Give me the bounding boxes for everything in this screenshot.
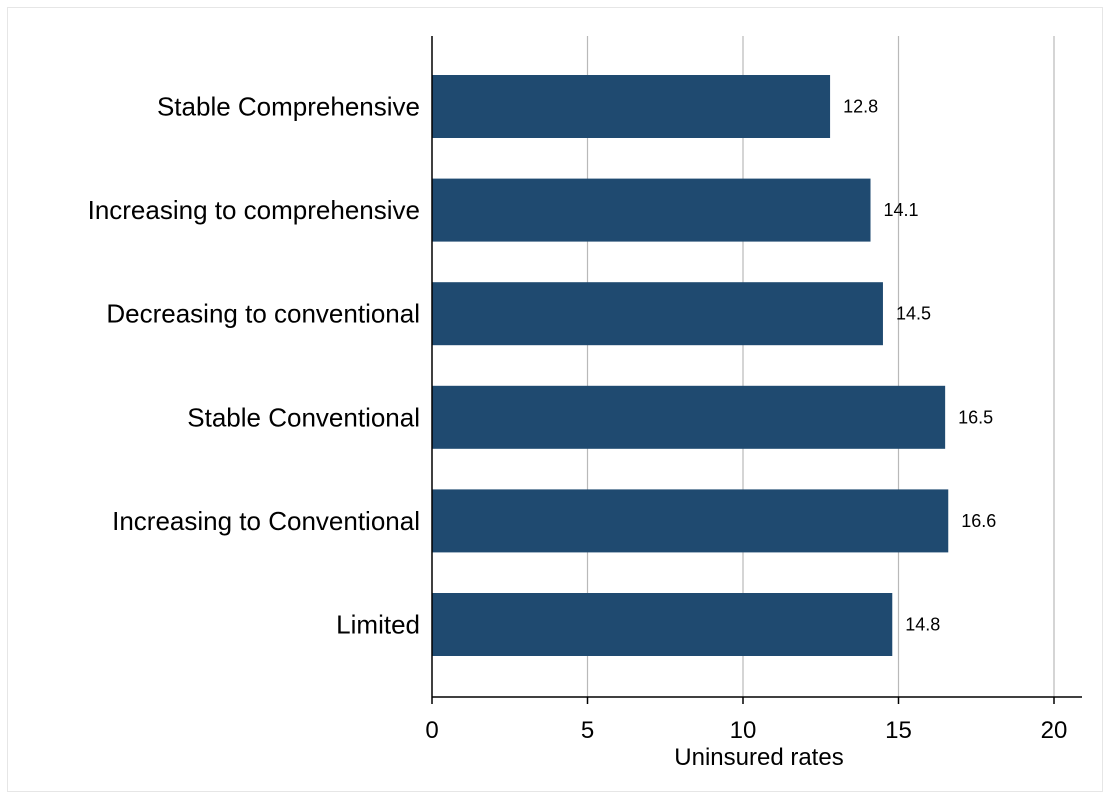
label-layer: 0 5 10 15 20 Stable Comprehensive 12.8 Increasi… <box>88 92 1068 745</box>
bar <box>432 282 883 346</box>
x-tick-label: 20 <box>1041 717 1068 744</box>
x-tick-label: 15 <box>885 717 912 744</box>
axis-layer <box>431 36 1082 698</box>
category-label: Decreasing to conventional <box>106 299 420 329</box>
data-label: 16.5 <box>958 407 993 427</box>
data-label: 14.1 <box>884 200 919 220</box>
data-label: 14.8 <box>905 615 940 635</box>
bar <box>432 75 831 138</box>
category-label: Stable Comprehensive <box>157 92 420 122</box>
x-tick-label: 5 <box>581 717 594 744</box>
bar <box>432 178 871 242</box>
category-label: Stable Conventional <box>187 402 420 432</box>
data-label: 14.5 <box>896 304 931 324</box>
x-axis-title: Uninsured rates <box>674 744 843 771</box>
category-label: Limited <box>336 610 420 640</box>
data-label: 16.6 <box>961 511 996 531</box>
category-label: Increasing to comprehensive <box>88 195 420 225</box>
bar <box>432 593 893 656</box>
bar <box>432 385 946 449</box>
x-tick-label: 10 <box>730 717 757 744</box>
bar <box>432 489 949 553</box>
data-label: 12.8 <box>843 97 878 117</box>
grid-layer <box>586 36 1055 697</box>
category-label: Increasing to Conventional <box>112 506 420 536</box>
bar-layer <box>432 75 949 656</box>
x-tick-label: 0 <box>425 717 438 744</box>
